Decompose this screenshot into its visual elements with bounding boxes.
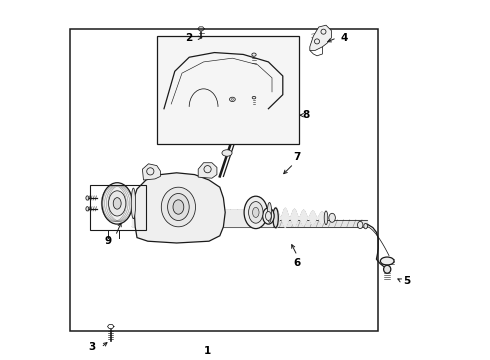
Text: 1: 1 [203, 346, 211, 356]
Ellipse shape [324, 211, 328, 225]
Bar [157, 36, 299, 144]
Ellipse shape [358, 221, 363, 229]
Text: 5: 5 [403, 276, 411, 286]
Ellipse shape [113, 198, 121, 209]
Ellipse shape [252, 207, 259, 217]
Text: 9: 9 [105, 236, 112, 246]
Text: 2: 2 [186, 33, 193, 43]
Bar [71, 29, 378, 331]
Ellipse shape [252, 96, 256, 99]
Ellipse shape [266, 212, 271, 220]
Ellipse shape [222, 150, 232, 156]
Ellipse shape [86, 196, 89, 200]
Ellipse shape [109, 191, 126, 216]
Bar [90, 185, 146, 230]
Polygon shape [198, 163, 217, 178]
Ellipse shape [173, 200, 184, 214]
Ellipse shape [244, 196, 268, 229]
Ellipse shape [248, 202, 263, 223]
Ellipse shape [229, 97, 235, 102]
Ellipse shape [380, 257, 394, 265]
Ellipse shape [231, 99, 233, 100]
Text: 8: 8 [303, 110, 310, 120]
Ellipse shape [168, 194, 189, 220]
Ellipse shape [384, 265, 391, 273]
Ellipse shape [263, 208, 274, 224]
Polygon shape [274, 207, 328, 228]
Ellipse shape [252, 53, 256, 56]
Text: 7: 7 [294, 152, 301, 162]
Ellipse shape [86, 207, 89, 211]
Polygon shape [143, 164, 160, 180]
Ellipse shape [364, 223, 368, 229]
Text: 3: 3 [88, 342, 96, 352]
Ellipse shape [268, 202, 271, 222]
Ellipse shape [102, 183, 132, 224]
Ellipse shape [273, 208, 278, 228]
Text: 6: 6 [294, 258, 301, 268]
Polygon shape [134, 173, 225, 243]
Ellipse shape [161, 187, 196, 227]
Polygon shape [310, 25, 331, 50]
Ellipse shape [329, 213, 335, 222]
Text: 4: 4 [341, 33, 348, 43]
Ellipse shape [131, 188, 136, 219]
